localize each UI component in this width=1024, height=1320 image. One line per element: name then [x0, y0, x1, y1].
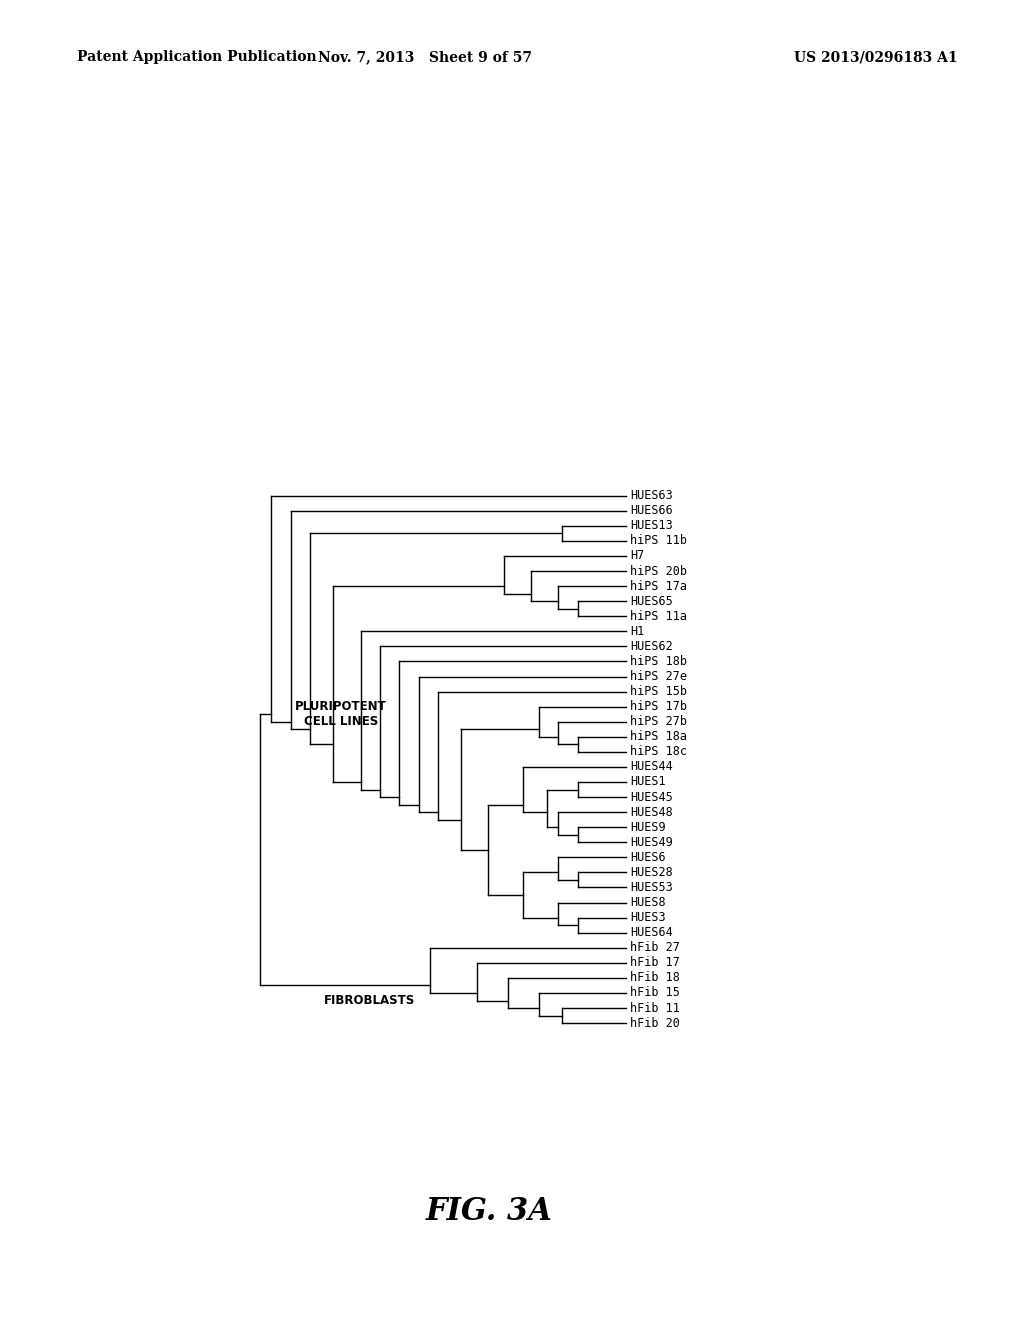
Text: hiPS 20b: hiPS 20b: [630, 565, 687, 578]
Text: HUES1: HUES1: [630, 775, 666, 788]
Text: hFib 17: hFib 17: [630, 956, 680, 969]
Text: hFib 15: hFib 15: [630, 986, 680, 999]
Text: HUES62: HUES62: [630, 640, 673, 653]
Text: HUES8: HUES8: [630, 896, 666, 909]
Text: Nov. 7, 2013   Sheet 9 of 57: Nov. 7, 2013 Sheet 9 of 57: [318, 50, 531, 65]
Text: hiPS 27e: hiPS 27e: [630, 671, 687, 682]
Text: HUES63: HUES63: [630, 490, 673, 502]
Text: Patent Application Publication: Patent Application Publication: [77, 50, 316, 65]
Text: US 2013/0296183 A1: US 2013/0296183 A1: [794, 50, 957, 65]
Text: HUES9: HUES9: [630, 821, 666, 834]
Text: HUES48: HUES48: [630, 805, 673, 818]
Text: hiPS 18b: hiPS 18b: [630, 655, 687, 668]
Text: PLURIPOTENT
CELL LINES: PLURIPOTENT CELL LINES: [295, 700, 387, 729]
Text: hFib 27: hFib 27: [630, 941, 680, 954]
Text: HUES13: HUES13: [630, 519, 673, 532]
Text: hFib 20: hFib 20: [630, 1016, 680, 1030]
Text: hFib 11: hFib 11: [630, 1002, 680, 1015]
Text: H1: H1: [630, 624, 644, 638]
Text: HUES49: HUES49: [630, 836, 673, 849]
Text: hiPS 15b: hiPS 15b: [630, 685, 687, 698]
Text: H7: H7: [630, 549, 644, 562]
Text: HUES3: HUES3: [630, 911, 666, 924]
Text: hFib 18: hFib 18: [630, 972, 680, 985]
Text: FIG. 3A: FIG. 3A: [426, 1196, 553, 1228]
Text: hiPS 27b: hiPS 27b: [630, 715, 687, 729]
Text: HUES45: HUES45: [630, 791, 673, 804]
Text: hiPS 11a: hiPS 11a: [630, 610, 687, 623]
Text: hiPS 18a: hiPS 18a: [630, 730, 687, 743]
Text: HUES44: HUES44: [630, 760, 673, 774]
Text: hiPS 18c: hiPS 18c: [630, 746, 687, 759]
Text: HUES53: HUES53: [630, 880, 673, 894]
Text: hiPS 17a: hiPS 17a: [630, 579, 687, 593]
Text: HUES28: HUES28: [630, 866, 673, 879]
Text: HUES65: HUES65: [630, 594, 673, 607]
Text: HUES6: HUES6: [630, 851, 666, 863]
Text: hiPS 11b: hiPS 11b: [630, 535, 687, 548]
Text: hiPS 17b: hiPS 17b: [630, 700, 687, 713]
Text: FIBROBLASTS: FIBROBLASTS: [324, 994, 415, 1007]
Text: HUES66: HUES66: [630, 504, 673, 517]
Text: HUES64: HUES64: [630, 927, 673, 940]
